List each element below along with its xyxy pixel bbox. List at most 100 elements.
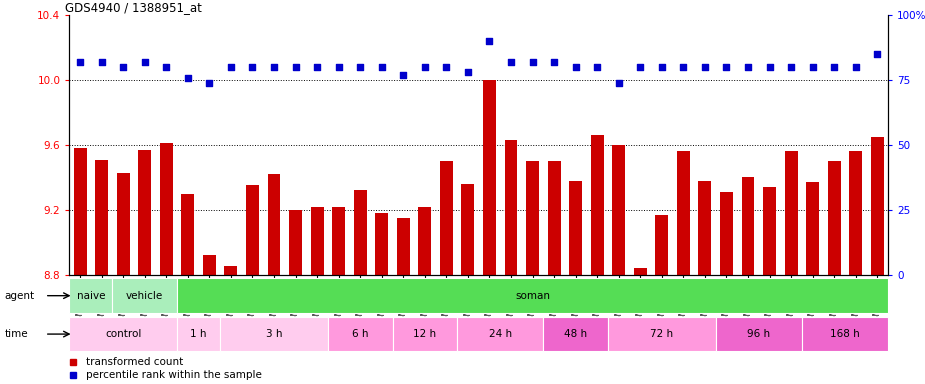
- Point: [159, 64, 174, 70]
- Point: [870, 51, 884, 57]
- Text: vehicle: vehicle: [126, 291, 164, 301]
- Bar: [849, 151, 862, 275]
- Point: [482, 38, 497, 44]
- Point: [180, 74, 195, 81]
- Text: 1 h: 1 h: [191, 329, 207, 339]
- Bar: [548, 161, 561, 275]
- Point: [633, 64, 648, 70]
- Bar: [139, 150, 152, 275]
- Point: [224, 64, 239, 70]
- Bar: [504, 140, 517, 275]
- Bar: [160, 143, 173, 275]
- Bar: [69, 317, 177, 351]
- Bar: [457, 317, 543, 351]
- Point: [762, 64, 777, 70]
- Point: [827, 64, 842, 70]
- Point: [654, 64, 669, 70]
- Bar: [246, 185, 259, 275]
- Point: [417, 64, 432, 70]
- Point: [138, 59, 153, 65]
- Point: [439, 64, 454, 70]
- Bar: [591, 135, 604, 275]
- Text: soman: soman: [515, 291, 550, 301]
- Text: 24 h: 24 h: [488, 329, 512, 339]
- Point: [289, 64, 303, 70]
- Bar: [353, 190, 366, 275]
- Bar: [376, 213, 388, 275]
- Bar: [69, 278, 113, 313]
- Bar: [608, 317, 716, 351]
- Point: [461, 70, 475, 76]
- Text: time: time: [5, 329, 29, 339]
- Point: [590, 64, 605, 70]
- Bar: [95, 159, 108, 275]
- Bar: [311, 207, 324, 275]
- Text: control: control: [105, 329, 142, 339]
- Bar: [220, 317, 327, 351]
- Bar: [483, 80, 496, 275]
- Point: [94, 59, 109, 65]
- Bar: [807, 182, 819, 275]
- Bar: [655, 215, 668, 275]
- Point: [741, 64, 756, 70]
- Text: 3 h: 3 h: [265, 329, 282, 339]
- Bar: [181, 194, 194, 275]
- Text: 96 h: 96 h: [747, 329, 771, 339]
- Bar: [698, 180, 711, 275]
- Bar: [117, 172, 130, 275]
- Point: [676, 64, 691, 70]
- Bar: [569, 180, 582, 275]
- Text: percentile rank within the sample: percentile rank within the sample: [86, 371, 262, 381]
- Text: 6 h: 6 h: [352, 329, 368, 339]
- Text: 72 h: 72 h: [650, 329, 673, 339]
- Point: [352, 64, 367, 70]
- Point: [783, 64, 798, 70]
- Bar: [113, 278, 177, 313]
- Bar: [418, 207, 431, 275]
- Text: 168 h: 168 h: [830, 329, 860, 339]
- Bar: [327, 317, 392, 351]
- Bar: [716, 317, 802, 351]
- Text: agent: agent: [5, 291, 35, 301]
- Point: [503, 59, 518, 65]
- Point: [245, 64, 260, 70]
- Point: [611, 80, 626, 86]
- Bar: [397, 218, 410, 275]
- Point: [719, 64, 734, 70]
- Point: [805, 64, 820, 70]
- Point: [202, 80, 216, 86]
- Bar: [225, 266, 238, 275]
- Point: [331, 64, 346, 70]
- Bar: [526, 161, 539, 275]
- Bar: [677, 151, 690, 275]
- Bar: [802, 317, 888, 351]
- Bar: [763, 187, 776, 275]
- Bar: [742, 177, 755, 275]
- Point: [310, 64, 325, 70]
- Point: [848, 64, 863, 70]
- Text: 48 h: 48 h: [564, 329, 587, 339]
- Bar: [392, 317, 457, 351]
- Text: transformed count: transformed count: [86, 357, 183, 367]
- Bar: [720, 192, 733, 275]
- Point: [73, 59, 88, 65]
- Text: 12 h: 12 h: [413, 329, 437, 339]
- Point: [547, 59, 561, 65]
- Point: [375, 64, 389, 70]
- Bar: [290, 210, 302, 275]
- Text: GDS4940 / 1388951_at: GDS4940 / 1388951_at: [66, 1, 203, 14]
- Bar: [440, 161, 453, 275]
- Bar: [462, 184, 475, 275]
- Bar: [203, 255, 216, 275]
- Point: [116, 64, 130, 70]
- Point: [266, 64, 281, 70]
- Bar: [543, 317, 608, 351]
- Bar: [267, 174, 280, 275]
- Bar: [634, 268, 647, 275]
- Bar: [828, 161, 841, 275]
- Bar: [177, 278, 888, 313]
- Point: [568, 64, 583, 70]
- Bar: [74, 148, 87, 275]
- Point: [697, 64, 712, 70]
- Bar: [784, 151, 797, 275]
